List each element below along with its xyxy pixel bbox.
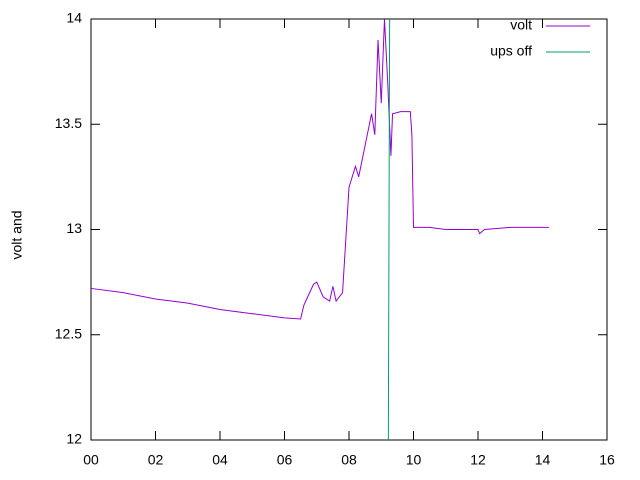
x-tick-label: 02 xyxy=(148,452,164,468)
x-tick-label: 12 xyxy=(470,452,486,468)
legend-label: volt xyxy=(510,17,532,33)
y-tick-label: 14 xyxy=(66,10,82,26)
x-tick-label: 14 xyxy=(535,452,551,468)
x-tick-label: 10 xyxy=(406,452,422,468)
legend-label: ups off xyxy=(490,43,532,59)
y-tick-label: 12 xyxy=(66,431,82,447)
x-tick-label: 16 xyxy=(599,452,615,468)
line xyxy=(90,18,549,320)
y-tick-label: 13 xyxy=(66,220,82,236)
x-tick-label: 06 xyxy=(277,452,293,468)
x-tick-label: 08 xyxy=(341,452,357,468)
line xyxy=(387,18,391,441)
y-tick-label: 13.5 xyxy=(55,115,82,131)
plot-border xyxy=(90,18,608,441)
x-tick-label: 00 xyxy=(83,452,99,468)
y-tick-label: 12.5 xyxy=(55,325,82,341)
y-axis-label: volt and xyxy=(9,210,25,259)
x-tick-label: 04 xyxy=(212,452,228,468)
